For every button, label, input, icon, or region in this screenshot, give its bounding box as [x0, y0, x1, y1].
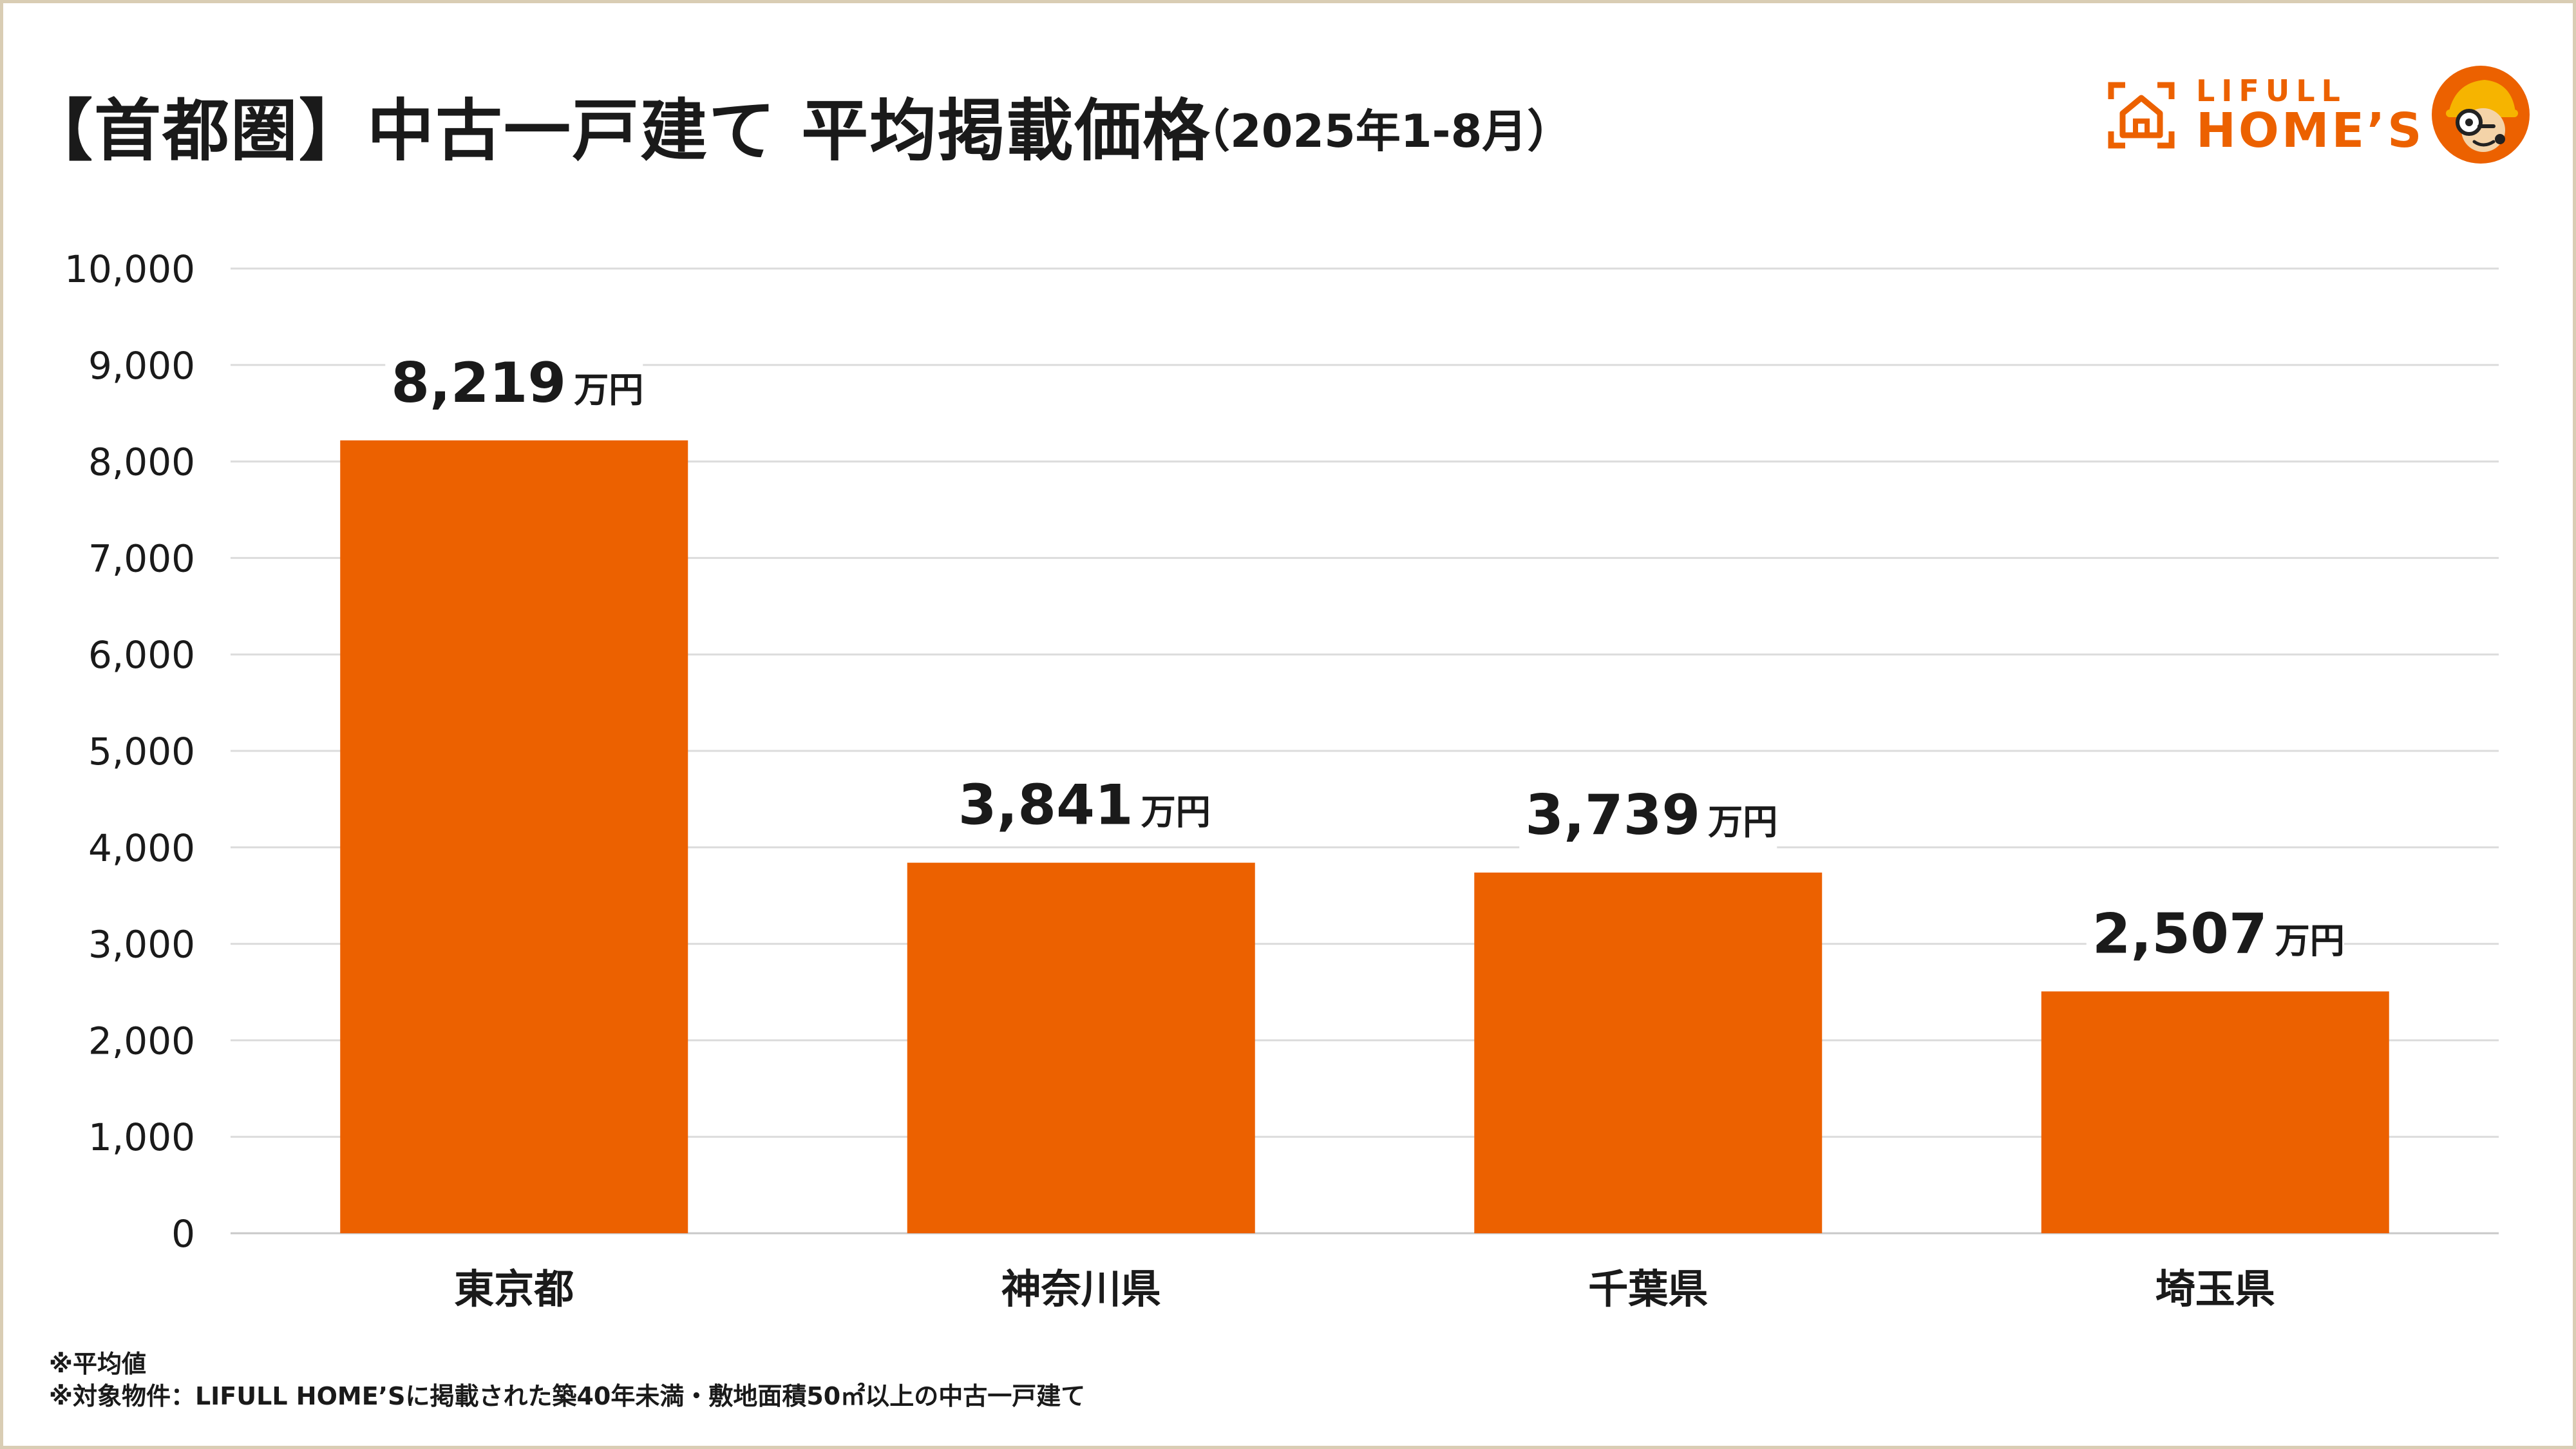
- y-tick-label: 8,000: [88, 440, 195, 484]
- y-tick-label: 1,000: [88, 1115, 195, 1159]
- value-number: 8,219: [391, 351, 566, 415]
- value-label: 3,739 万円: [1525, 783, 1777, 848]
- value-unit: 万円: [1708, 802, 1777, 842]
- y-tick-label: 10,000: [64, 247, 195, 291]
- value-number: 3,739: [1525, 783, 1700, 848]
- logo-text-homes: HOME’S: [2196, 103, 2425, 158]
- x-category-label: 東京都: [454, 1265, 574, 1312]
- house-icon: [2108, 82, 2175, 149]
- x-category-label: 埼玉県: [2155, 1265, 2275, 1312]
- y-tick-label: 0: [171, 1212, 195, 1256]
- value-unit: 万円: [574, 370, 643, 410]
- mascot-icon: [2432, 66, 2530, 164]
- note-average: ※平均値: [49, 1350, 146, 1378]
- y-tick-label: 3,000: [88, 923, 195, 967]
- y-tick-label: 6,000: [88, 633, 195, 677]
- x-category-label: 千葉県: [1588, 1265, 1708, 1312]
- value-unit: 万円: [1141, 792, 1211, 833]
- page-title: 【首都圏】中古一戸建て 平均掲載価格: [26, 91, 1211, 170]
- note-target-properties: ※対象物件：LIFULL HOME’Sに掲載された築40年未満・敷地面積50㎡以…: [49, 1382, 1086, 1410]
- value-number: 2,507: [2092, 902, 2268, 966]
- y-tick-label: 9,000: [88, 344, 195, 388]
- x-category-label: 神奈川県: [1001, 1265, 1161, 1312]
- value-number: 3,841: [958, 773, 1133, 838]
- value-label-background: [952, 772, 1210, 844]
- logo-text-lifull: LIFULL: [2196, 73, 2347, 108]
- value-label: 3,841 万円: [958, 773, 1211, 838]
- value-label-background: [385, 350, 643, 421]
- value-unit: 万円: [2275, 920, 2345, 961]
- value-label: 8,219 万円: [391, 351, 643, 415]
- bar: [907, 862, 1255, 1233]
- y-tick-label: 7,000: [88, 536, 195, 580]
- value-label-background: [1519, 782, 1777, 853]
- lifull-homes-logo: LIFULL HOME’S: [2099, 59, 2537, 169]
- y-tick-label: 4,000: [88, 826, 195, 870]
- y-tick-label: 5,000: [88, 730, 195, 773]
- bar: [1474, 872, 1823, 1233]
- bar: [2041, 991, 2389, 1233]
- value-label: 2,507 万円: [2092, 902, 2345, 966]
- y-tick-label: 2,000: [88, 1019, 195, 1063]
- page-subtitle: （2025年1-8月）: [1185, 105, 1573, 158]
- value-label-background: [2086, 901, 2344, 972]
- bar: [340, 440, 688, 1233]
